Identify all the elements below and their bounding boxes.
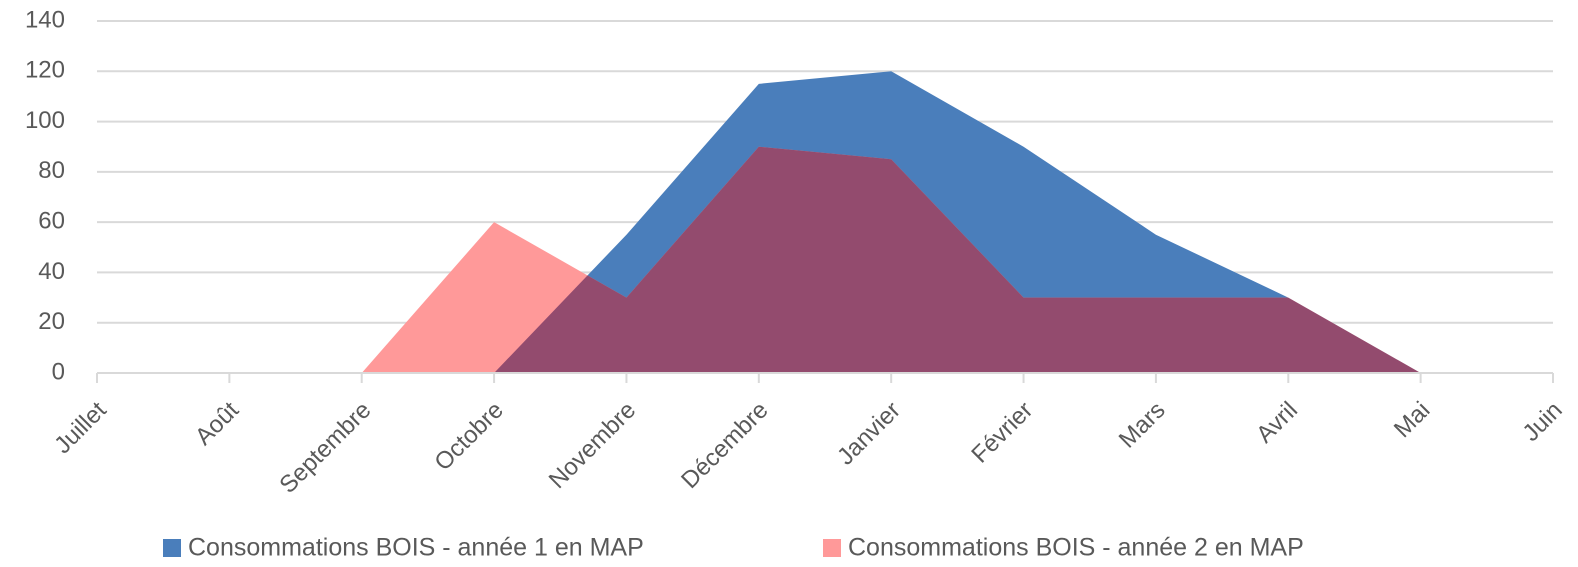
legend-label: Consommations BOIS - année 2 en MAP: [848, 534, 1304, 562]
y-tick-label: 40: [38, 258, 65, 285]
y-tick-label: 0: [52, 358, 65, 385]
x-tick-label: Octobre: [429, 397, 508, 476]
y-tick-label: 100: [25, 107, 65, 134]
x-tick-label: Avril: [1251, 397, 1303, 449]
overlap-area: [494, 146, 1421, 373]
x-tick-label: Juillet: [49, 396, 112, 459]
y-tick-label: 60: [38, 207, 65, 234]
x-tick-label: Novembre: [544, 397, 641, 494]
legend: Consommations BOIS - année 1 en MAP Conso…: [163, 534, 1304, 562]
x-tick-label: Septembre: [274, 397, 376, 499]
x-tick-label: Février: [966, 397, 1038, 469]
legend-swatch: [163, 539, 181, 557]
x-tick-label: Mars: [1114, 397, 1171, 454]
x-tick-label: Juin: [1518, 397, 1568, 447]
legend-swatch: [823, 539, 841, 557]
x-tick-label: Août: [190, 396, 244, 450]
areas: [361, 71, 1421, 374]
x-tick-label: Décembre: [676, 397, 773, 494]
y-tick-label: 120: [25, 57, 65, 84]
x-tick-label: Mai: [1389, 397, 1435, 443]
x-tick-label: Janvier: [832, 397, 906, 471]
y-tick-label: 140: [25, 6, 65, 33]
y-tick-label: 20: [38, 308, 65, 335]
legend-label: Consommations BOIS - année 1 en MAP: [188, 534, 644, 562]
y-tick-label: 80: [38, 157, 65, 184]
